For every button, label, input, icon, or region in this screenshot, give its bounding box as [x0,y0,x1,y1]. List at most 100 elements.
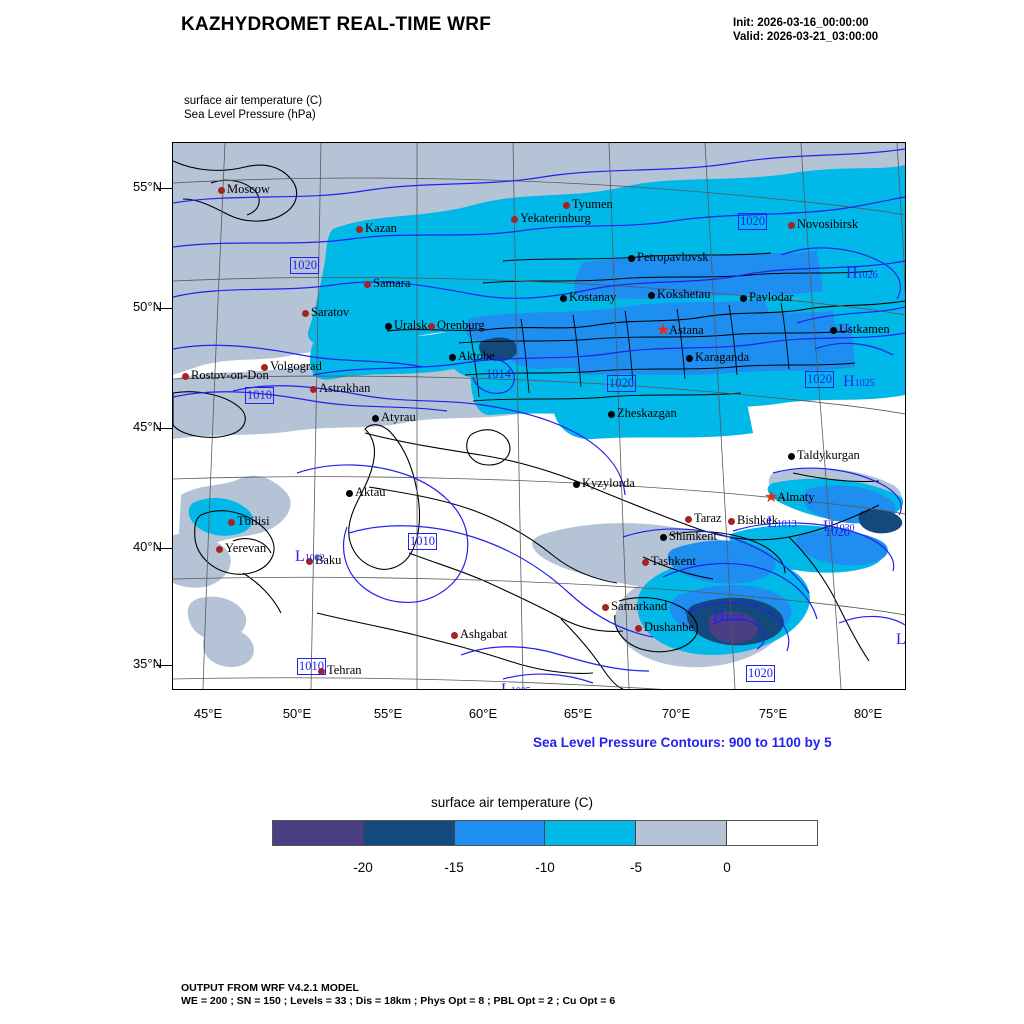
city-marker-petropavlovsk [628,255,635,262]
colorbar-tick--15: -15 [444,860,464,875]
field-caption-pressure: Sea Level Pressure (hPa) [184,109,316,121]
city-marker-astrakhan [310,386,317,393]
colorbar-tick--10: -10 [535,860,555,875]
city-label-pavlodar: Pavlodar [749,290,794,304]
colorbar-tick-0: 0 [723,860,731,875]
city-label-kyzylorda: Kyzylorda [582,476,635,490]
city-label-astrakhan: Astrakhan [319,381,371,395]
colorbar-swatch-3 [545,821,637,845]
city-label-aktau: Aktau [355,485,386,499]
pressure-center-h-1020: H1020 [823,518,855,535]
isobar-label-1020: 1020 [290,257,319,274]
city-label-shimkent: Shimkent [669,529,717,543]
city-label-saratov: Saratov [311,305,350,319]
isobar-label-1014: 1014 [486,367,511,381]
city-marker-kyzylorda [573,481,580,488]
city-marker-shimkent [660,534,667,541]
lon-label-80: 80°E [853,706,883,721]
field-caption-temperature: surface air temperature (C) [184,95,323,107]
lat-label-55: 55°N [132,179,162,194]
pressure-center-l-1013: L1013 [767,514,797,531]
city-marker-bishkek [728,518,735,525]
pressure-center-l-1005: L1005 [501,681,531,690]
colorbar-tick--20: -20 [353,860,373,875]
city-label-uralsk: Uralsk [394,318,428,332]
weather-map[interactable]: Moscow Kazan Yekaterinburg Tyumen Novosibirs… [172,142,906,690]
city-label-aktobe: Aktobe [458,349,495,363]
city-marker-baku [306,558,313,565]
page-title: KAZHYDROMET REAL-TIME WRF [181,14,492,35]
city-marker-tbilisi [228,519,235,526]
pressure-center-l: L [896,631,906,648]
colorbar-swatch-2 [454,821,546,845]
city-marker-kazan [356,226,363,233]
city-label-kostanay: Kostanay [569,290,617,304]
colorbar-tick-labels: -20 -15 -10 -5 0 [272,860,818,878]
city-label-tyumen: Tyumen [572,197,613,211]
isobar-label-1020: 1020 [738,213,767,230]
city-marker-pavlodar [740,295,747,302]
model-run-info: Init: 2026-03-16_00:00:00 Valid: 2026-03… [733,16,878,44]
lat-label-50: 50°N [132,299,162,314]
lon-label-60: 60°E [468,706,498,721]
city-label-kazan: Kazan [365,221,397,235]
city-marker-zheskazgan [608,411,615,418]
city-label-taraz: Taraz [694,511,722,525]
city-label-baku: Baku [315,553,342,567]
map-graticule [173,143,905,689]
city-marker-samara [364,281,371,288]
city-label-almaty: Almaty [777,490,815,504]
lon-label-55: 55°E [373,706,403,721]
lat-tick-50 [156,308,172,309]
field-caption: surface air temperature (C) Sea Level Pr… [184,94,322,122]
city-label-rostov-on-don: Rostov-on-Don [191,368,269,382]
city-marker-kokshetau [648,292,655,299]
city-marker-yekaterinburg [511,216,518,223]
lat-label-40: 40°N [132,539,162,554]
city-label-karaganda: Karaganda [695,350,750,364]
city-marker-taldykurgan [788,453,795,460]
city-marker-aktau [346,490,353,497]
city-marker-volgograd [261,364,268,371]
footer-model-line: OUTPUT FROM WRF V4.2.1 MODEL [181,982,359,994]
lat-label-45: 45°N [132,419,162,434]
colorbar-swatch-1 [363,821,455,845]
colorbar-title: surface air temperature (C) [430,795,594,810]
city-label-tehran: Tehran [327,663,362,677]
model-footer: OUTPUT FROM WRF V4.2.1 MODEL WE = 200 ; … [181,982,615,1008]
city-marker-ustkamen [830,327,837,334]
city-marker-orenburg [428,323,435,330]
lon-label-50: 50°E [282,706,312,721]
valid-time-label: Valid: 2026-03-21_03:00:00 [733,31,879,43]
city-marker-tashkent [642,559,649,566]
colorbar-tick--5: -5 [629,860,643,875]
lat-tick-45 [156,428,172,429]
isobar-label-1010: 1010 [408,533,437,550]
pressure-center-h-1025: H1025 [843,373,875,390]
init-time-label: Init: 2026-03-16_00:00:00 [733,17,869,29]
pressure-center-h-1026: H1026 [846,265,878,282]
pressure-center-l-1002: L1002 [295,548,325,565]
city-marker-ashgabat [451,632,458,639]
city-marker-karaganda [686,355,693,362]
lon-label-65: 65°E [563,706,593,721]
city-marker-tehran [318,668,325,675]
city-label-zheskazgan: Zheskazgan [617,406,677,420]
city-label-ashgabat: Ashgabat [460,627,508,641]
lat-tick-35 [156,665,172,666]
map-borders [173,160,905,689]
isobars [173,148,905,684]
lon-label-70: 70°E [661,706,691,721]
isobar-label-1020: 1020 [805,371,834,388]
isobar-label-1020: 1020 [825,525,850,539]
city-label-samara: Samara [373,276,411,290]
capital-star-icon: ★ [764,489,779,506]
city-label-astana: Astana [669,323,704,337]
colorbar-swatch-0 [273,821,364,845]
city-label-tashkent: Tashkent [651,554,696,568]
city-marker-aktobe [449,354,456,361]
city-label-samarkand: Samarkand [611,599,668,613]
city-marker-taraz [685,516,692,523]
city-marker-saratov [302,310,309,317]
city-marker-yerevan [216,546,223,553]
